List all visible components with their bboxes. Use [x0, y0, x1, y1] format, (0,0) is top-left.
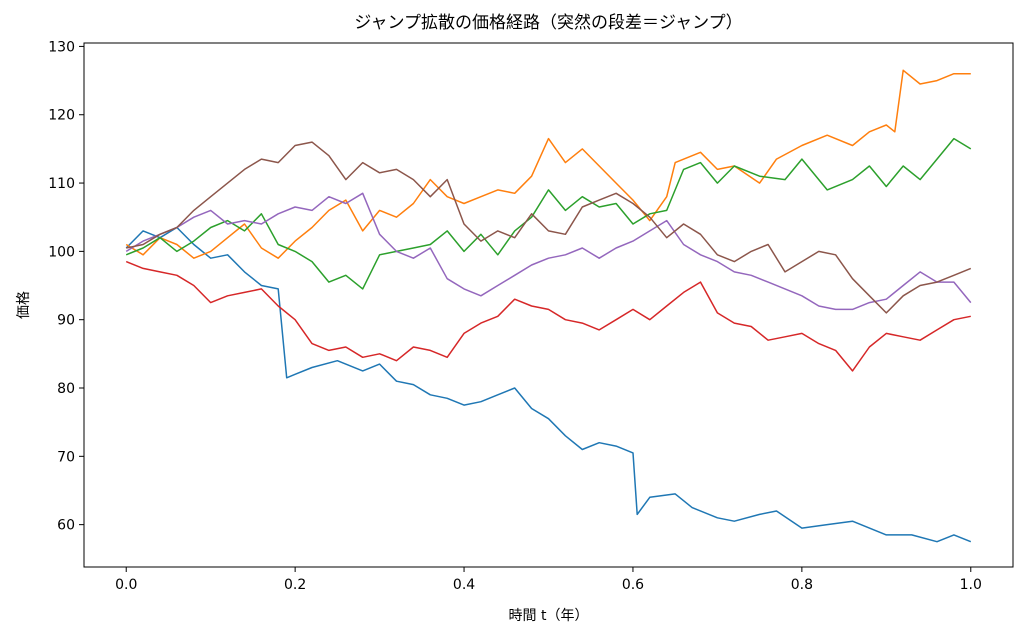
x-tick-label: 0.0 — [115, 577, 137, 593]
series-line-4 — [125, 260, 971, 372]
y-tick-label: 80 — [57, 381, 75, 397]
y-tick-label: 130 — [48, 39, 75, 55]
series-line-1 — [125, 226, 972, 543]
y-tick-label: 100 — [48, 244, 75, 260]
y-tick-label: 90 — [57, 313, 75, 329]
y-axis: 60 70 80 90 100 110 120 130 — [48, 39, 84, 534]
x-tick-label: 0.2 — [284, 577, 306, 593]
y-axis-title: 価格 — [16, 291, 32, 319]
plot-lines — [125, 69, 972, 543]
y-tick-label: 120 — [48, 108, 75, 124]
x-tick-label: 0.8 — [791, 577, 813, 593]
y-tick-label: 70 — [57, 449, 75, 465]
y-tick-label: 110 — [48, 176, 75, 192]
series-line-6 — [126, 141, 972, 314]
series-line-5 — [125, 192, 972, 311]
x-axis-title: 時間 t（年） — [509, 608, 589, 624]
plot-frame — [83, 42, 1014, 568]
x-tick-label: 0.4 — [453, 577, 475, 593]
x-tick-label: 0.6 — [622, 577, 644, 593]
series-line-2 — [125, 69, 971, 259]
x-axis: 0.0 0.2 0.4 0.6 0.8 1.0 — [115, 567, 982, 593]
chart-title: ジャンプ拡散の価格経路（突然の段差＝ジャンプ） — [354, 13, 742, 33]
x-tick-label: 1.0 — [960, 577, 982, 593]
y-tick-label: 60 — [57, 518, 75, 534]
series-line-3 — [125, 137, 972, 290]
